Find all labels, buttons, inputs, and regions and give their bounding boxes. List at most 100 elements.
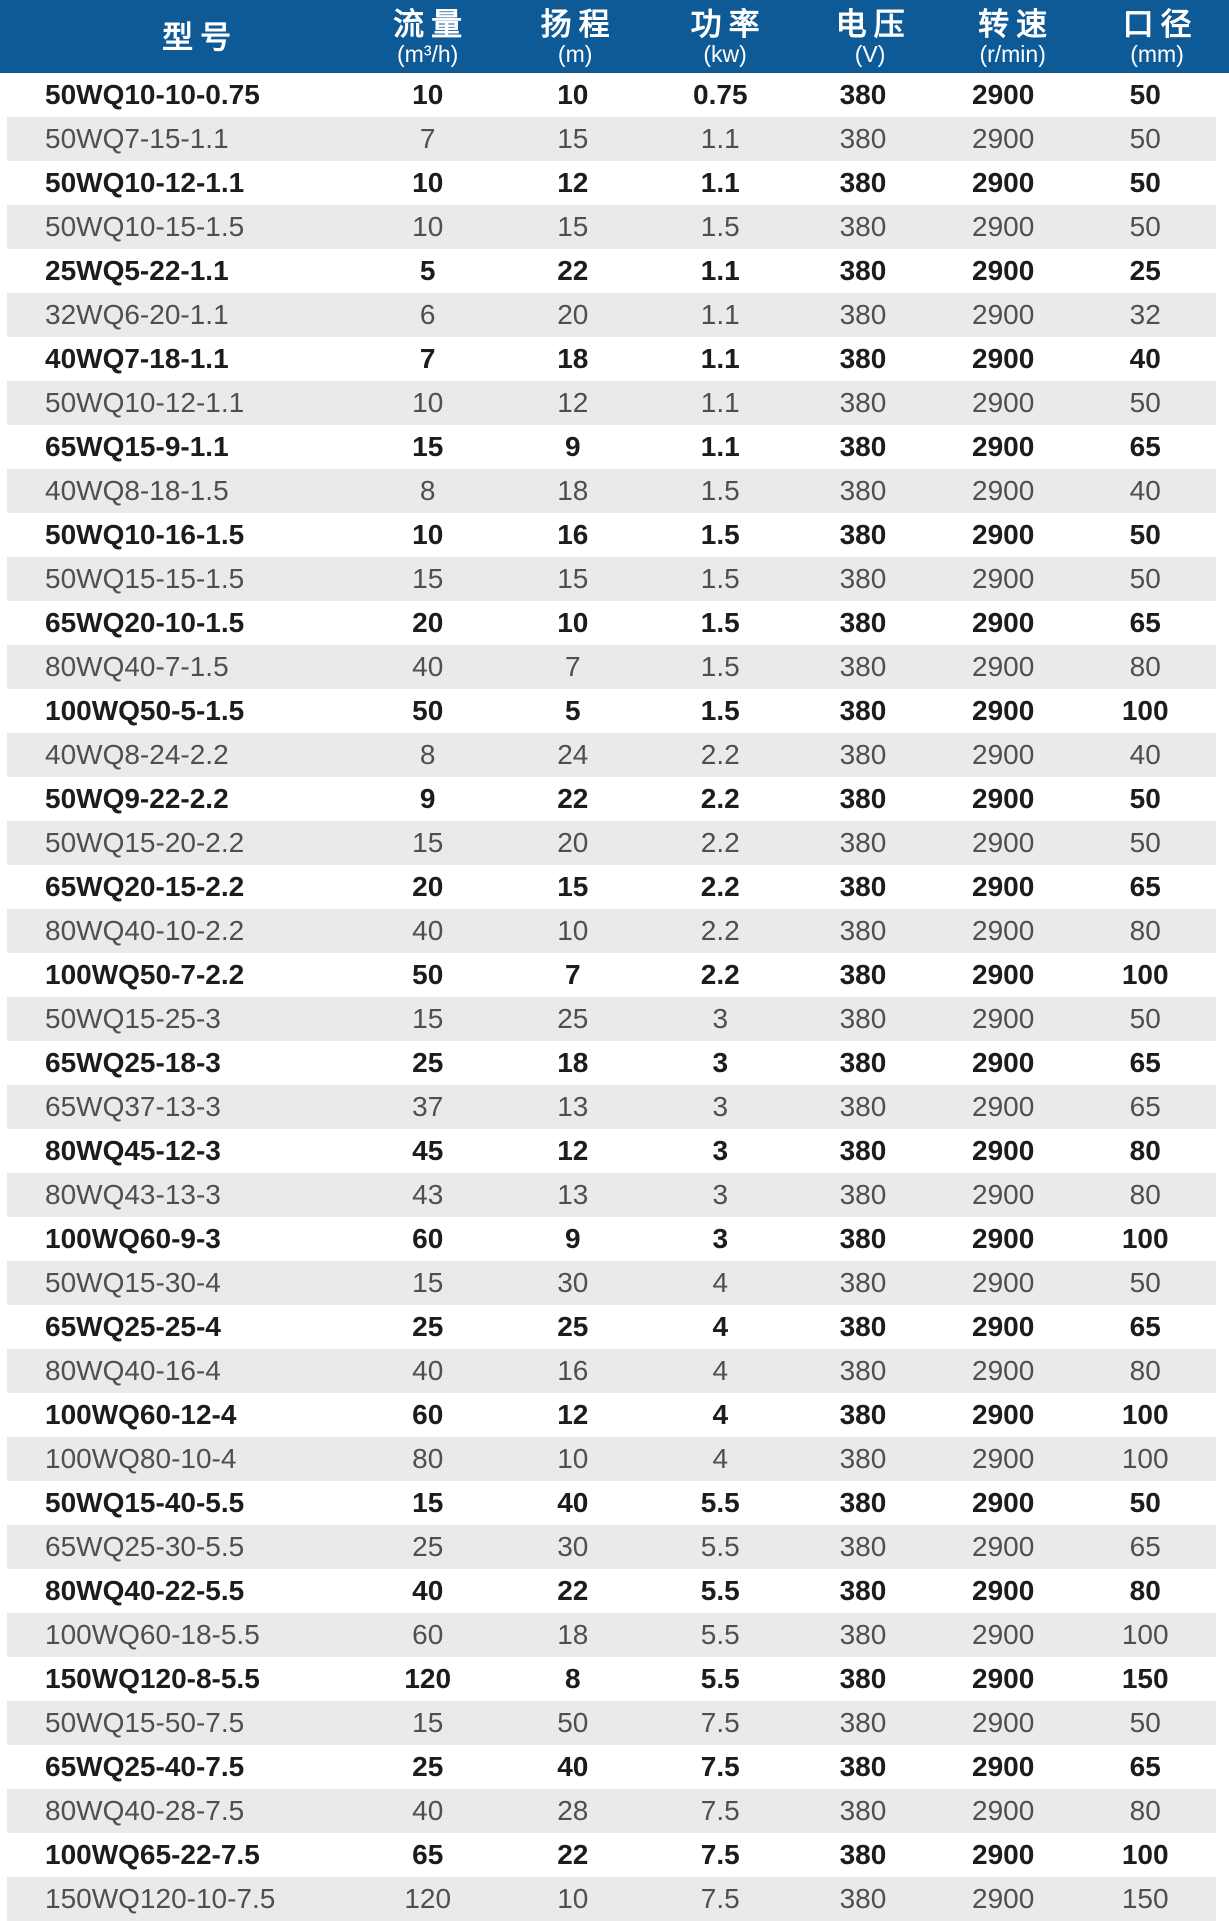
power-cell: 1.5: [700, 519, 740, 550]
speed-cell: 2900: [972, 1003, 1035, 1034]
voltage-cell: 380: [839, 1355, 887, 1386]
voltage-cell: 380: [839, 1047, 887, 1078]
voltage-cell: 380: [839, 783, 887, 814]
diameter-cell: 80: [1129, 1355, 1161, 1386]
speed-cell: 2900: [972, 1399, 1035, 1430]
head-cell: 10: [557, 1883, 589, 1914]
model-cell: 150WQ120-10-7.5: [45, 1883, 276, 1914]
flow-cell: 9: [419, 783, 436, 814]
voltage-cell: 380: [839, 431, 887, 462]
power-cell: 7.5: [700, 1839, 740, 1870]
model-cell: 50WQ15-40-5.5: [45, 1487, 245, 1518]
diameter-cell: 40: [1129, 475, 1161, 506]
voltage-cell: 380: [839, 607, 887, 638]
power-cell: 5.5: [700, 1575, 740, 1606]
table-row: 80WQ45-12-3 45 12 3 380 2900 80: [7, 1129, 1216, 1173]
model-cell: 40WQ8-18-1.5: [45, 475, 229, 506]
speed-cell: 2900: [972, 1223, 1035, 1254]
column-header-unit: (m): [557, 41, 593, 67]
model-cell: 150WQ120-8-5.5: [45, 1663, 260, 1694]
table-row: 80WQ43-13-3 43 13 3 380 2900 80: [7, 1173, 1216, 1217]
table-row: 50WQ10-16-1.5 10 16 1.5 380 2900 50: [7, 513, 1216, 557]
diameter-cell: 150: [1121, 1883, 1169, 1914]
model-cell: 65WQ15-9-1.1: [45, 431, 229, 462]
voltage-cell: 380: [839, 1663, 887, 1694]
head-cell: 10: [557, 1443, 589, 1474]
flow-cell: 60: [412, 1619, 444, 1650]
model-cell: 40WQ8-24-2.2: [45, 739, 229, 770]
voltage-cell: 380: [839, 475, 887, 506]
voltage-cell: 380: [839, 1839, 887, 1870]
head-cell: 40: [557, 1751, 589, 1782]
diameter-cell: 50: [1129, 1707, 1161, 1738]
diameter-cell: 50: [1129, 211, 1161, 242]
table-row: 40WQ8-24-2.2 8 24 2.2 380 2900 40: [7, 733, 1216, 777]
table-row: 50WQ10-10-0.75 10 10 0.75 380 2900 50: [7, 73, 1216, 117]
voltage-cell: 380: [839, 519, 887, 550]
power-cell: 1.1: [700, 299, 740, 330]
flow-cell: 37: [412, 1091, 444, 1122]
power-cell: 4: [712, 1267, 729, 1298]
table-row: 150WQ120-8-5.5 120 8 5.5 380 2900 150: [7, 1657, 1216, 1701]
power-cell: 1.1: [700, 431, 740, 462]
model-cell: 100WQ60-18-5.5: [45, 1619, 260, 1650]
head-cell: 12: [557, 1135, 589, 1166]
speed-cell: 2900: [972, 783, 1035, 814]
speed-cell: 2900: [972, 1487, 1035, 1518]
flow-cell: 8: [419, 475, 436, 506]
model-cell: 65WQ20-15-2.2: [45, 871, 245, 902]
voltage-cell: 380: [839, 651, 887, 682]
power-cell: 2.2: [700, 739, 740, 770]
voltage-cell: 380: [839, 1135, 887, 1166]
table-row: 65WQ20-15-2.2 20 15 2.2 380 2900 65: [7, 865, 1216, 909]
table-row: 100WQ60-18-5.5 60 18 5.5 380 2900 100: [7, 1613, 1216, 1657]
power-cell: 7.5: [700, 1795, 740, 1826]
table-row: 65WQ25-18-3 25 18 3 380 2900 65: [7, 1041, 1216, 1085]
flow-cell: 10: [412, 387, 444, 418]
flow-cell: 15: [412, 431, 444, 462]
column-header-label: 流量: [393, 7, 470, 42]
speed-cell: 2900: [972, 1267, 1035, 1298]
flow-cell: 40: [412, 1575, 444, 1606]
voltage-cell: 380: [839, 123, 887, 154]
model-cell: 50WQ10-15-1.5: [45, 211, 245, 242]
diameter-cell: 65: [1129, 871, 1161, 902]
speed-cell: 2900: [972, 1663, 1035, 1694]
head-cell: 7: [565, 959, 581, 990]
diameter-cell: 50: [1129, 167, 1161, 198]
speed-cell: 2900: [972, 871, 1035, 902]
power-cell: 3: [712, 1223, 729, 1254]
model-cell: 50WQ7-15-1.1: [45, 123, 229, 154]
head-cell: 20: [557, 299, 589, 330]
voltage-cell: 380: [839, 959, 887, 990]
table-row: 150WQ120-10-7.5 120 10 7.5 380 2900 150: [7, 1877, 1216, 1921]
diameter-cell: 100: [1121, 1839, 1169, 1870]
voltage-cell: 380: [839, 1443, 887, 1474]
voltage-cell: 380: [839, 1619, 887, 1650]
table-row: 100WQ65-22-7.5 65 22 7.5 380 2900 100: [7, 1833, 1216, 1877]
head-cell: 7: [565, 651, 581, 682]
table-row: 50WQ15-50-7.5 15 50 7.5 380 2900 50: [7, 1701, 1216, 1745]
model-cell: 100WQ60-9-3: [45, 1223, 221, 1254]
model-cell: 25WQ5-22-1.1: [45, 255, 229, 286]
table-row: 100WQ50-7-2.2 50 7 2.2 380 2900 100: [7, 953, 1216, 997]
power-cell: 5.5: [700, 1663, 740, 1694]
table-row: 80WQ40-10-2.2 40 10 2.2 380 2900 80: [7, 909, 1216, 953]
head-cell: 30: [557, 1267, 589, 1298]
model-cell: 40WQ7-18-1.1: [45, 343, 229, 374]
diameter-cell: 50: [1129, 827, 1161, 858]
head-cell: 9: [565, 1223, 581, 1254]
voltage-cell: 380: [839, 79, 887, 110]
flow-cell: 10: [412, 167, 444, 198]
voltage-cell: 380: [839, 915, 887, 946]
table-row: 80WQ40-22-5.5 40 22 5.5 380 2900 80: [7, 1569, 1216, 1613]
flow-cell: 7: [419, 123, 436, 154]
flow-cell: 60: [412, 1223, 444, 1254]
model-cell: 100WQ50-7-2.2: [45, 959, 245, 990]
table-row: 65WQ15-9-1.1 15 9 1.1 380 2900 65: [7, 425, 1216, 469]
speed-cell: 2900: [972, 1619, 1035, 1650]
power-cell: 5.5: [700, 1619, 740, 1650]
table-row: 50WQ10-12-1.1 10 12 1.1 380 2900 50: [7, 381, 1216, 425]
model-cell: 50WQ15-50-7.5: [45, 1707, 245, 1738]
flow-cell: 15: [412, 1003, 444, 1034]
